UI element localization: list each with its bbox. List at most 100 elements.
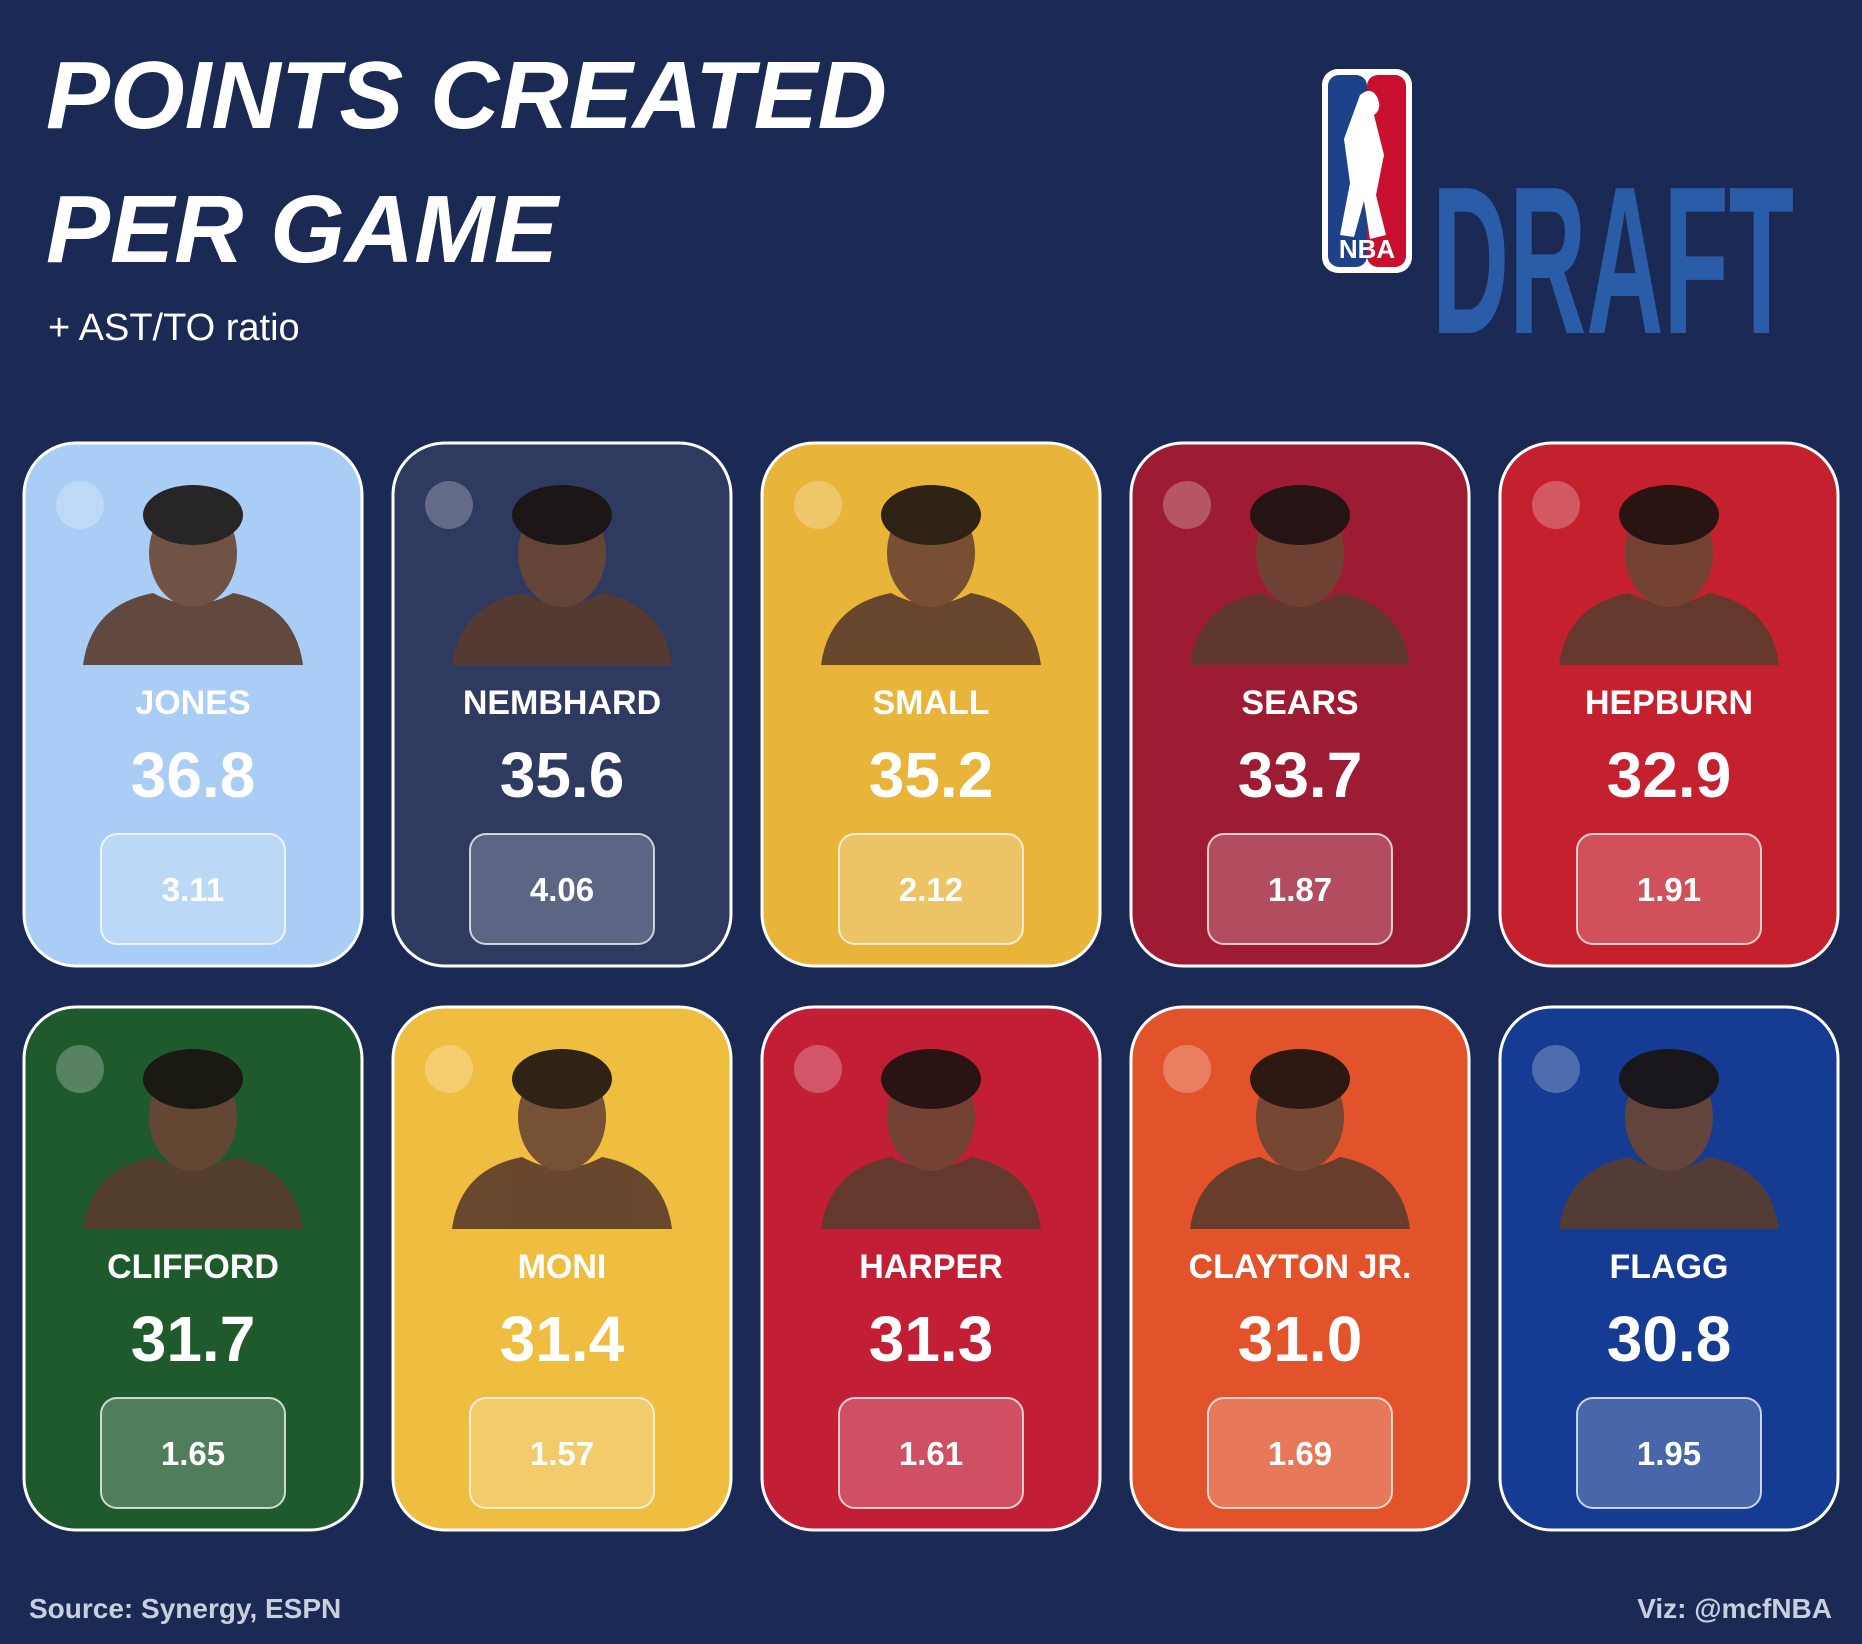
player-photo xyxy=(1559,1049,1779,1229)
player-card: SMALL 35.2 2.12 xyxy=(760,441,1102,968)
player-name: JONES xyxy=(135,684,250,722)
player-photo xyxy=(821,485,1041,665)
photo-shoulders xyxy=(83,593,303,665)
player-card: CLAYTON JR. 31.0 1.69 xyxy=(1129,1005,1471,1532)
photo-shoulders xyxy=(83,1157,303,1229)
player-photo xyxy=(821,1049,1041,1229)
ratio-box xyxy=(100,1397,286,1509)
points-created: 36.8 xyxy=(131,739,256,811)
ratio-box xyxy=(469,833,655,945)
title-line: PER GAME xyxy=(46,176,561,283)
photo-shoulders xyxy=(821,593,1041,665)
player-photo xyxy=(83,1049,303,1229)
player-photo xyxy=(452,1049,672,1229)
ratio-box xyxy=(1576,1397,1762,1509)
player-card: HEPBURN 32.9 1.91 xyxy=(1498,441,1840,968)
player-card: FLAGG 30.8 1.95 xyxy=(1498,1005,1840,1532)
player-card: NEMBHARD 35.6 4.06 xyxy=(391,441,733,968)
player-card: HARPER 31.3 1.61 xyxy=(760,1005,1102,1532)
player-photo xyxy=(1190,1049,1410,1229)
photo-shoulders xyxy=(1559,593,1779,665)
points-created: 31.7 xyxy=(131,1303,256,1375)
logo-badge: NBA xyxy=(1339,234,1396,264)
ast-to-ratio: 3.11 xyxy=(162,871,224,908)
photo-hair xyxy=(512,485,612,545)
photo-hair xyxy=(512,1049,612,1109)
photo-hair xyxy=(1250,485,1350,545)
team-logo xyxy=(794,481,842,529)
ast-to-ratio: 4.06 xyxy=(530,871,594,908)
player-name: SEARS xyxy=(1241,684,1358,722)
points-created: 31.3 xyxy=(869,1303,994,1375)
ast-to-ratio: 1.91 xyxy=(1637,871,1701,908)
ratio-box xyxy=(1576,833,1762,945)
team-logo xyxy=(1532,481,1580,529)
photo-hair xyxy=(1619,485,1719,545)
nba-logo: NBA DRAFT xyxy=(1322,69,1794,379)
points-created: 32.9 xyxy=(1607,739,1732,811)
points-created: 33.7 xyxy=(1238,739,1363,811)
photo-hair xyxy=(143,1049,243,1109)
team-logo xyxy=(1163,481,1211,529)
player-name: CLIFFORD xyxy=(107,1248,279,1286)
team-logo xyxy=(56,481,104,529)
credit: Viz: @mcfNBA xyxy=(1637,1593,1832,1624)
team-logo xyxy=(56,1045,104,1093)
ast-to-ratio: 1.61 xyxy=(899,1435,963,1472)
player-photo xyxy=(1559,485,1779,665)
ratio-box xyxy=(838,1397,1024,1509)
ast-to-ratio: 2.12 xyxy=(899,871,963,908)
ast-to-ratio: 1.65 xyxy=(161,1435,225,1472)
player-name: NEMBHARD xyxy=(463,684,661,722)
player-card: MONI 31.4 1.57 xyxy=(391,1005,733,1532)
player-card: SEARS 33.7 1.87 xyxy=(1129,441,1471,968)
photo-hair xyxy=(1619,1049,1719,1109)
player-photo xyxy=(1190,485,1410,665)
subtitle: + AST/TO ratio xyxy=(48,307,300,349)
team-logo xyxy=(794,1045,842,1093)
points-created: 31.0 xyxy=(1238,1303,1363,1375)
points-created: 30.8 xyxy=(1607,1303,1732,1375)
photo-shoulders xyxy=(452,593,672,665)
team-logo xyxy=(425,1045,473,1093)
points-created: 35.6 xyxy=(500,739,625,811)
team-logo xyxy=(425,481,473,529)
logo-silhouette xyxy=(1340,90,1386,239)
team-logo xyxy=(1163,1045,1211,1093)
player-name: MONI xyxy=(518,1248,607,1286)
player-card: JONES 36.8 3.11 xyxy=(22,441,364,968)
photo-shoulders xyxy=(1559,1157,1779,1229)
team-logo xyxy=(1532,1045,1580,1093)
logo-word: DRAFT xyxy=(1432,144,1794,379)
player-name: HEPBURN xyxy=(1585,684,1753,722)
photo-hair xyxy=(881,1049,981,1109)
ast-to-ratio: 1.87 xyxy=(1268,871,1332,908)
player-name: CLAYTON JR. xyxy=(1189,1248,1412,1286)
photo-hair xyxy=(881,485,981,545)
points-created: 35.2 xyxy=(869,739,994,811)
ast-to-ratio: 1.95 xyxy=(1637,1435,1701,1472)
ratio-box xyxy=(838,833,1024,945)
points-created: 31.4 xyxy=(500,1303,625,1375)
photo-hair xyxy=(143,485,243,545)
ratio-box xyxy=(1207,833,1393,945)
player-photo xyxy=(83,485,303,665)
player-name: HARPER xyxy=(859,1248,1003,1286)
source: Source: Synergy, ESPN xyxy=(29,1593,341,1624)
photo-shoulders xyxy=(821,1157,1041,1229)
photo-shoulders xyxy=(1190,1157,1410,1229)
ratio-box xyxy=(100,833,286,945)
ratio-box xyxy=(469,1397,655,1509)
player-name: SMALL xyxy=(872,684,989,722)
ratio-box xyxy=(1207,1397,1393,1509)
ast-to-ratio: 1.69 xyxy=(1268,1435,1332,1472)
photo-shoulders xyxy=(1190,593,1410,665)
player-photo xyxy=(452,485,672,665)
title-line: POINTS CREATED xyxy=(46,42,887,149)
photo-hair xyxy=(1250,1049,1350,1109)
photo-shoulders xyxy=(452,1157,672,1229)
player-card: CLIFFORD 31.7 1.65 xyxy=(22,1005,364,1532)
ast-to-ratio: 1.57 xyxy=(530,1435,594,1472)
